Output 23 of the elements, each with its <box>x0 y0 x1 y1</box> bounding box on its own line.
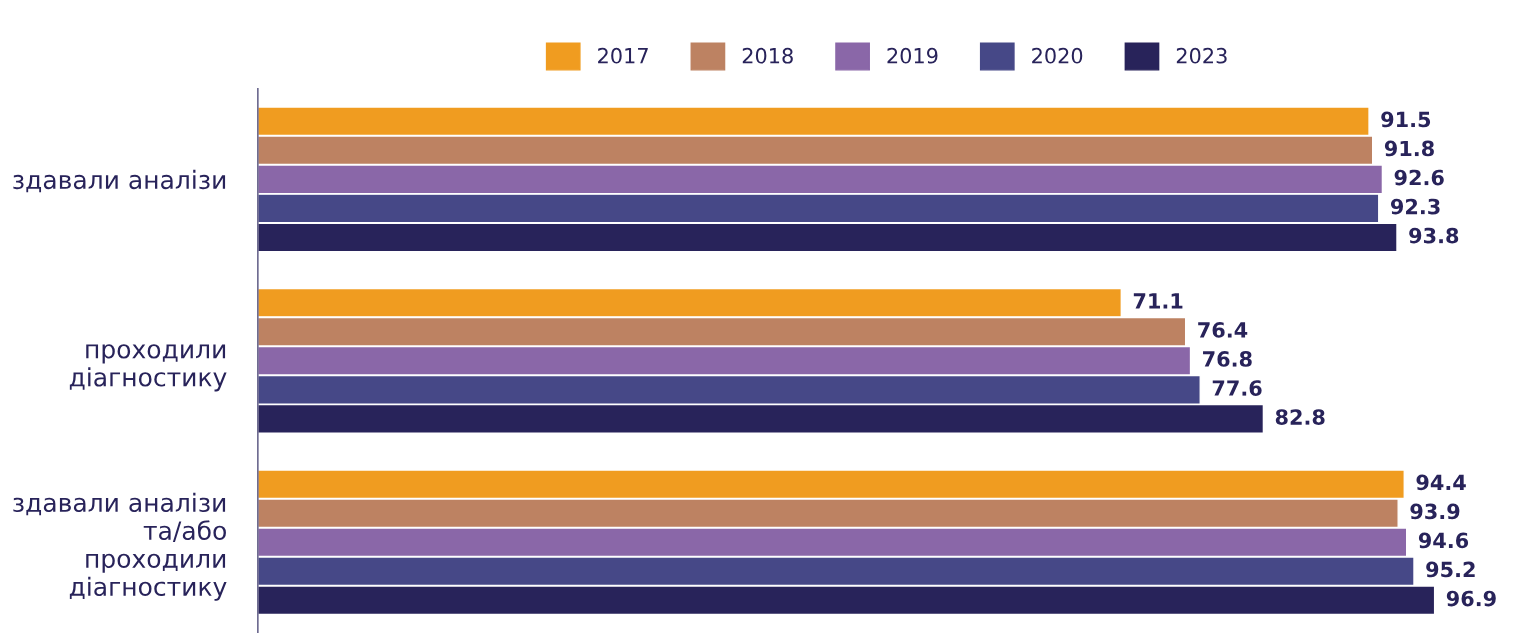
y-tick-label: здавали аналізи та/або проходили діагностику <box>13 492 227 601</box>
data-label: 94.4 <box>1416 474 1466 491</box>
data-label: 94.6 <box>1418 532 1469 549</box>
y-tick-label: проходили діагностику <box>69 344 227 392</box>
legend-label: 2018 <box>742 47 793 64</box>
data-label: 76.8 <box>1203 351 1252 367</box>
legend-label: 2019 <box>887 47 938 64</box>
legend-label: 2020 <box>1032 47 1083 64</box>
data-label: 76.4 <box>1198 322 1248 338</box>
y-tick-label: здавали аналізи <box>13 169 226 193</box>
data-label: 91.8 <box>1384 140 1434 157</box>
data-label: 96.9 <box>1446 590 1496 607</box>
data-label: 95.2 <box>1426 561 1475 578</box>
data-label: 77.6 <box>1212 380 1262 396</box>
data-label: 93.9 <box>1410 503 1460 520</box>
legend-label: 2017 <box>598 47 648 64</box>
data-label: 93.8 <box>1409 227 1459 244</box>
data-label: 82.8 <box>1275 409 1325 425</box>
data-label: 71.1 <box>1133 293 1183 309</box>
data-label: 91.5 <box>1381 111 1431 128</box>
legend-label: 2023 <box>1176 47 1227 64</box>
data-label: 92.3 <box>1390 198 1440 215</box>
data-label: 92.6 <box>1394 169 1444 186</box>
